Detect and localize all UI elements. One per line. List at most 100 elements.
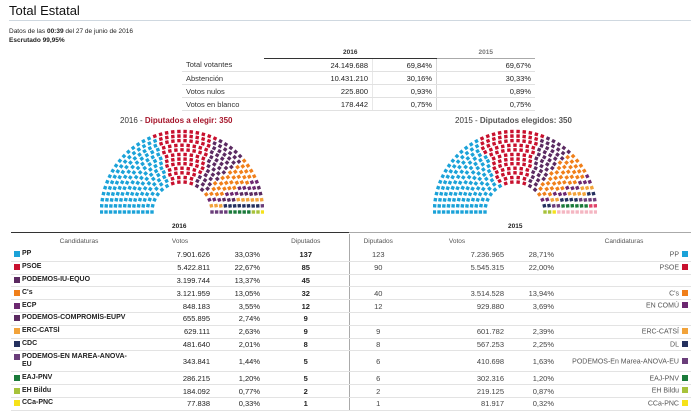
seat-psoe [167,172,173,177]
seat-erc-cats- [580,186,585,191]
seat-psoe [186,171,191,176]
party-name-cell: PP [11,249,147,262]
seat-psoe [491,161,497,166]
seats-2015: 2 [348,384,407,398]
seat-dl [559,197,564,203]
seat-pp [150,203,155,208]
seat-c-s [551,181,557,186]
seat-psoe [506,143,511,148]
seat-psoe [525,148,530,154]
summary-value-2016: 225.800 [264,84,373,98]
seat-pp [469,210,473,214]
seat-podemos-iu-equo [215,171,221,176]
seats-2015 [348,312,407,326]
seat-psoe [161,145,166,150]
seat-psoe [491,136,496,142]
seat-pp [118,204,122,208]
seat-pp [155,152,161,157]
party-name-2015: PP [669,251,679,259]
seat-psoe [516,129,520,134]
seat-psoe [173,166,178,171]
pct-2015: 2,25% [507,338,557,352]
seat-others [557,210,561,214]
party-color-swatch [14,264,20,271]
seat-pp [105,179,110,185]
seat-c-s [236,174,242,180]
seat-c-s [223,180,229,186]
seat-psoe [485,133,490,139]
seat-up-iu [588,204,593,208]
seats-2016: 5 [263,371,349,386]
seat-pp [147,141,152,146]
seat-podemos [544,161,550,167]
seat-c-s [232,169,238,175]
seat-en-com- [587,179,592,185]
seat-psoe [201,136,206,142]
seat-pp [115,169,121,174]
seat-pp [117,174,122,180]
seat-podemos-iu-equo [197,174,203,180]
seat-erc-cats- [214,203,218,208]
seat-pp [153,143,158,148]
seat-pp [107,185,113,191]
seat-pp [478,210,483,214]
party-name: PSOE [22,263,42,271]
seat-psoe [176,175,181,180]
seat-psoe [500,149,505,153]
votes-2016: 3.199.744 [147,274,213,288]
seat-podemos-comprom-s-eupv [221,197,227,202]
pct-2015: 1,20% [507,371,557,386]
seat-pp [492,187,498,193]
seat-pp [474,143,480,149]
seat-pp [161,169,167,175]
seat-cdc [228,204,232,208]
seat-pp [152,158,158,164]
seat-podemos [545,136,551,141]
party-name-2015-cell: EAJ-PNV [557,371,691,386]
seat-podemos-iu-equo [210,172,216,178]
seat-ecp [207,197,212,203]
seat-podemos [545,141,550,146]
seat-podemos-iu-equo [232,154,238,160]
seat-podemos [530,169,536,175]
seat-pp [164,183,170,189]
party-name-2015: EAJ-PNV [649,375,679,383]
seat-c-s [231,175,237,180]
seat-podemos-en-marea-anova-eu [214,210,219,214]
seat-psoe [503,157,508,162]
seat-c-s [561,164,567,170]
seat-psoe [195,154,200,159]
party-color-swatch-2015 [682,302,688,309]
votes-2015: 7.236.965 [407,249,507,262]
seat-psoe [170,153,175,158]
party-name: CDC [22,339,38,347]
update-time: 00:39 [46,28,64,35]
seat-c-s [242,174,247,180]
seat-ecp [217,197,222,203]
seats-2016: 2 [263,384,349,398]
party-name-2015: PSOE [659,264,679,272]
seat-psoe [152,133,157,139]
seat-psoe [212,136,218,141]
seat-ecp [242,185,247,191]
seat-eh-bildu [256,210,260,214]
seat-pp [481,172,487,178]
seat-psoe [479,136,485,141]
summary-pct-2015: 69,67% [436,58,535,72]
seat-c-s [542,191,547,197]
hemicycle-2015-chart [433,129,597,214]
votes-2015: 302.316 [407,371,507,386]
seat-psoe [507,148,511,152]
party-name-2015-cell [557,312,691,326]
seat-cdc [223,203,228,208]
seat-pp [136,210,140,214]
seat-pp [477,176,483,182]
seat-podemos-iu-equo [237,153,243,159]
seat-pp [124,180,130,185]
seat-psoe [491,132,496,137]
seat-pp [140,181,146,186]
seat-psoe [488,147,494,152]
seat-psoe [513,143,517,147]
seat-pp [467,191,473,197]
party-color-swatch [14,328,20,335]
